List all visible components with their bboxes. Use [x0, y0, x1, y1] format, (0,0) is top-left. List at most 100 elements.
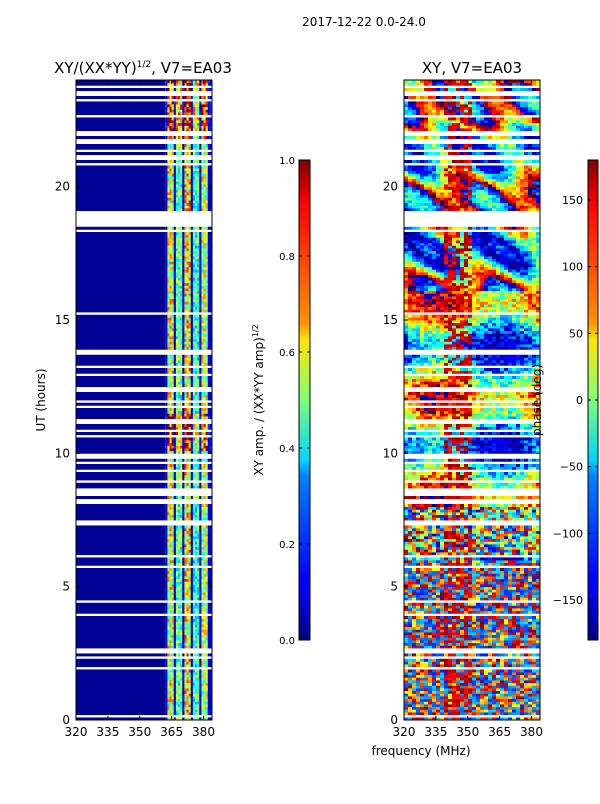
phase-cell	[524, 691, 528, 694]
amplitude-row	[76, 379, 212, 382]
amplitude-cell	[76, 507, 165, 510]
amplitude-row	[76, 592, 212, 595]
phase-cell	[448, 712, 452, 715]
phase-cell	[408, 704, 412, 707]
amplitude-cell	[76, 125, 165, 128]
phase-cell	[504, 707, 508, 710]
amplitude-row	[76, 536, 212, 539]
phase-cell	[464, 709, 468, 712]
amplitude-row	[76, 413, 212, 416]
amplitude-row	[76, 600, 212, 603]
phase-cell	[448, 688, 452, 691]
amplitude-cell	[76, 424, 165, 427]
flagged-cell	[76, 491, 212, 494]
phase-cell	[468, 693, 472, 696]
amplitude-cell	[76, 152, 165, 155]
amplitude-cell	[76, 293, 165, 296]
flagged-cell	[76, 667, 212, 670]
amplitude-row	[76, 371, 212, 374]
phase-cell	[468, 701, 472, 704]
amplitude-cell	[76, 459, 165, 462]
amplitude-row	[76, 96, 212, 99]
phase-cell	[488, 701, 492, 704]
phase-cell	[436, 709, 440, 712]
amplitude-row	[76, 384, 212, 387]
phase-cell	[488, 693, 492, 696]
amplitude-row	[76, 269, 212, 272]
phase-cell	[508, 699, 512, 702]
amplitude-row	[76, 117, 212, 120]
phase-cell	[464, 696, 468, 699]
flagged-cell	[76, 421, 212, 424]
phase-cell	[456, 709, 460, 712]
amplitude-row	[76, 232, 212, 235]
amplitude-cell	[76, 288, 165, 291]
phase-cell	[424, 704, 428, 707]
amplitude-cell	[76, 504, 165, 507]
amplitude-cell	[76, 275, 165, 278]
phase-cell	[444, 707, 448, 710]
amplitude-row	[76, 629, 212, 632]
amplitude-cell	[76, 597, 165, 600]
phase-cell	[456, 701, 460, 704]
phase-cell	[520, 701, 524, 704]
phase-cell	[436, 691, 440, 694]
amplitude-cell	[76, 301, 165, 304]
amplitude-row	[76, 285, 212, 288]
phase-cell	[448, 696, 452, 699]
amplitude-cell	[76, 629, 165, 632]
amplitude-row	[76, 208, 212, 211]
amplitude-cell	[76, 360, 165, 363]
phase-cell	[440, 688, 444, 691]
amplitude-row	[76, 632, 212, 635]
amplitude-row	[76, 563, 212, 566]
phase-cell	[488, 699, 492, 702]
phase-cell	[424, 696, 428, 699]
amplitude-row	[76, 344, 212, 347]
phase-cell	[440, 693, 444, 696]
amplitude-cell	[76, 517, 165, 520]
amplitude-row	[76, 160, 212, 163]
amplitude-colorbar-tick-label: 0.6	[279, 348, 295, 359]
amplitude-cell	[76, 331, 165, 334]
amplitude-row	[76, 669, 212, 672]
amplitude-cell	[76, 581, 165, 584]
phase-cell	[480, 696, 484, 699]
amplitude-row	[76, 165, 212, 168]
amplitude-row	[76, 653, 212, 656]
phase-cell	[420, 696, 424, 699]
phase-cell	[480, 693, 484, 696]
amplitude-row	[76, 568, 212, 571]
phase-cell	[420, 691, 424, 694]
amplitude-row	[76, 341, 212, 344]
amplitude-cell	[76, 496, 165, 499]
phase-cell	[444, 701, 448, 704]
phase-cell	[528, 701, 532, 704]
phase-cell	[520, 693, 524, 696]
amplitude-row	[76, 184, 212, 187]
phase-cell	[420, 704, 424, 707]
amplitude-row	[76, 397, 212, 400]
amplitude-cell	[76, 165, 165, 168]
amplitude-cell	[76, 688, 165, 691]
amplitude-cell	[76, 512, 165, 515]
flagged-cell	[76, 93, 212, 96]
amplitude-row	[76, 587, 212, 590]
amplitude-row	[76, 368, 212, 371]
amplitude-cell	[76, 645, 165, 648]
amplitude-cell	[76, 325, 165, 328]
phase-cell	[424, 707, 428, 710]
amplitude-cell	[76, 571, 165, 574]
phase-cell	[412, 712, 416, 715]
amplitude-row	[76, 235, 212, 238]
amplitude-row	[76, 445, 212, 448]
amplitude-row	[76, 619, 212, 622]
phase-cell	[484, 707, 488, 710]
amplitude-cell	[76, 659, 165, 662]
amplitude-row	[76, 173, 212, 176]
phase-cell	[504, 709, 508, 712]
phase-cell	[460, 709, 464, 712]
phase-cell	[484, 691, 488, 694]
phase-cell	[528, 693, 532, 696]
phase-cell	[484, 699, 488, 702]
